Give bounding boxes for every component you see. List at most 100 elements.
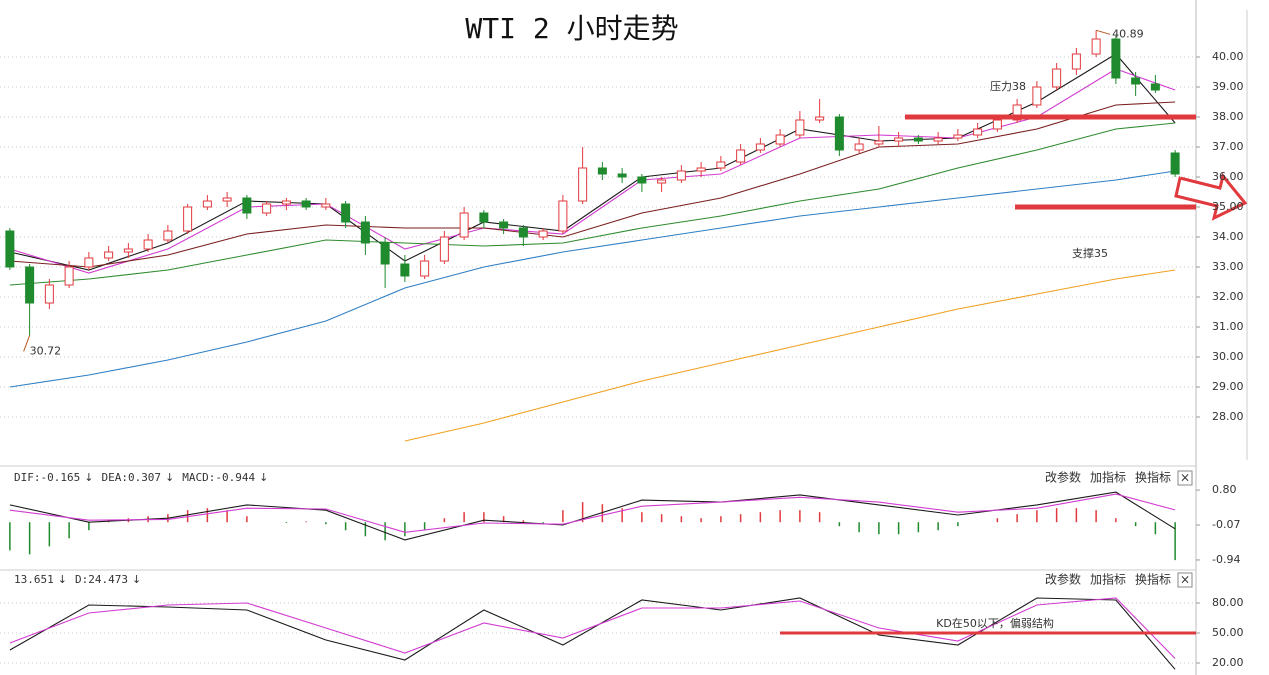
chart-title: WTI 2 小时走势	[465, 12, 678, 45]
candle-body	[1032, 86, 1042, 106]
toolbar-button[interactable]: 改参数	[1045, 572, 1081, 587]
candle-body	[854, 143, 864, 151]
candle-body	[104, 251, 114, 259]
y-tick-label: 39.00	[1212, 80, 1244, 93]
candle-body	[1170, 152, 1180, 175]
y-tick-label: -0.07	[1212, 518, 1240, 531]
y-tick-label: 36.00	[1212, 170, 1244, 183]
y-tick-label: 50.00	[1212, 626, 1244, 639]
candle-body	[499, 221, 509, 229]
candle-body	[736, 149, 746, 163]
candle-body	[360, 221, 370, 244]
candle-body	[183, 206, 193, 232]
indicator-line	[9, 597, 1176, 659]
candle-body	[1131, 77, 1141, 85]
candle-body	[716, 161, 726, 169]
indicator-value: D:24.473	[75, 573, 128, 586]
candle-body	[834, 116, 844, 151]
y-tick-label: 31.00	[1212, 320, 1244, 333]
toolbar-button[interactable]: ×	[1180, 471, 1190, 485]
y-tick-label: 38.00	[1212, 110, 1244, 123]
candle-body	[637, 176, 647, 184]
candle-body	[44, 284, 54, 304]
candle-body	[321, 203, 331, 208]
candle-body	[597, 167, 607, 175]
high-label: 40.89	[1112, 27, 1144, 40]
y-tick-label: -0.94	[1212, 553, 1240, 566]
trend-arrow: ↓	[259, 471, 268, 484]
toolbar-button[interactable]: ×	[1180, 573, 1190, 587]
indicator-value: 13.651	[14, 573, 54, 586]
y-tick-label: 30.00	[1212, 350, 1244, 363]
trend-arrow: ↓	[132, 573, 141, 586]
candle-body	[380, 242, 390, 265]
candle-body	[84, 257, 94, 268]
annotation: 压力38	[990, 80, 1026, 93]
candle-body	[894, 137, 904, 142]
y-tick-label: 33.00	[1212, 260, 1244, 273]
toolbar-button[interactable]: 加指标	[1090, 572, 1126, 587]
candle-body	[696, 167, 706, 172]
extreme-pointer	[1095, 29, 1111, 35]
candle-body	[578, 167, 588, 202]
candle-body	[341, 203, 351, 223]
indicator-value: DIF:-0.165	[14, 471, 80, 484]
candle-body	[420, 260, 430, 277]
candle-body	[815, 116, 825, 121]
candle-body	[301, 200, 311, 208]
candle-body	[1012, 104, 1022, 121]
candle-body	[973, 128, 983, 136]
toolbar-button[interactable]: 换指标	[1135, 572, 1171, 587]
candle-body	[1111, 38, 1121, 79]
annotation: 支撑35	[1072, 246, 1108, 260]
candle-body	[281, 200, 291, 205]
candle-body	[617, 173, 627, 178]
candle-body	[953, 134, 963, 139]
y-tick-label: 0.80	[1212, 483, 1237, 496]
toolbar-button[interactable]: 加指标	[1090, 470, 1126, 485]
candle-body	[933, 137, 943, 142]
y-tick-label: 80.00	[1212, 596, 1244, 609]
candle-body	[222, 197, 232, 202]
y-tick-label: 35.00	[1212, 200, 1244, 213]
candle-body	[1052, 68, 1062, 88]
y-tick-label: 32.00	[1212, 290, 1244, 303]
candle-body	[657, 179, 667, 184]
close-box[interactable]	[1177, 572, 1193, 588]
candle-body	[143, 239, 153, 250]
candle-body	[202, 200, 212, 208]
candle-body	[479, 212, 489, 223]
direction-arrow	[1174, 172, 1248, 221]
candle-body	[123, 248, 133, 253]
trend-arrow: ↓	[165, 471, 174, 484]
y-tick-label: 29.00	[1212, 380, 1244, 393]
y-tick-label: 20.00	[1212, 656, 1244, 669]
candle-body	[518, 227, 528, 238]
candle-body	[755, 143, 765, 151]
toolbar-button[interactable]: 改参数	[1045, 470, 1081, 485]
trend-arrow: ↓	[58, 573, 67, 586]
candle-body	[775, 134, 785, 145]
y-tick-label: 34.00	[1212, 230, 1244, 243]
candle-body	[262, 203, 272, 214]
candle-body	[538, 230, 548, 238]
indicator-line	[404, 269, 1176, 442]
y-tick-label: 37.00	[1212, 140, 1244, 153]
indicator-line	[9, 122, 1176, 286]
candle-body	[558, 200, 568, 232]
close-box[interactable]	[1177, 470, 1193, 486]
candle-body	[795, 119, 805, 136]
candle-body	[1150, 83, 1160, 91]
toolbar-button[interactable]: 换指标	[1135, 470, 1171, 485]
indicator-line	[9, 101, 1176, 268]
candle-body	[5, 230, 15, 268]
indicator-value: DEA:0.307	[101, 471, 161, 484]
candle-body	[459, 212, 469, 238]
extreme-pointer	[23, 335, 31, 352]
candle-body	[874, 140, 884, 145]
candle-body	[1091, 38, 1101, 55]
candle-body	[439, 236, 449, 262]
candle-body	[1071, 53, 1081, 70]
